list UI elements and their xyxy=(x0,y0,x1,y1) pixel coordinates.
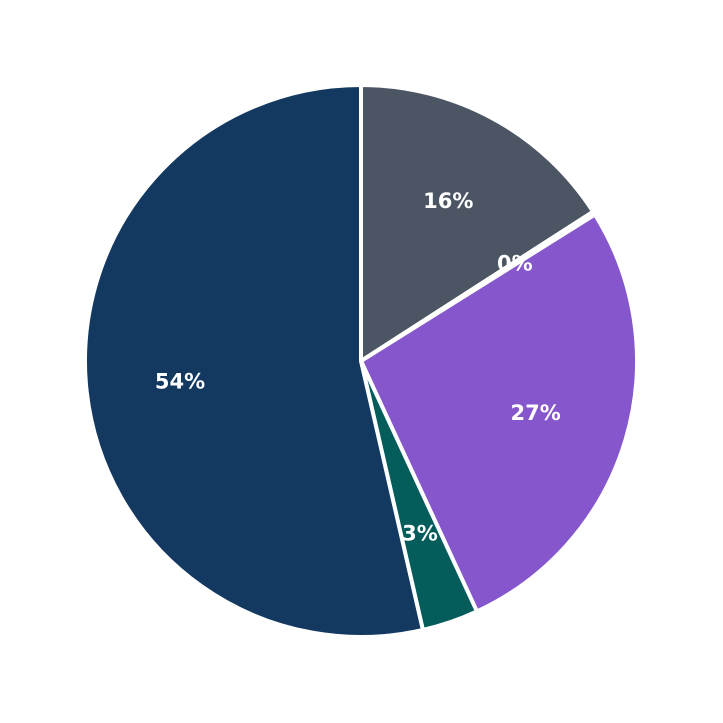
pie-slice-4 xyxy=(83,83,425,639)
slice-percent-label: 16% xyxy=(423,189,473,213)
slice-percent-label: 27% xyxy=(510,401,560,425)
slice-percent-label: 0% xyxy=(497,251,533,275)
pie-slices xyxy=(83,83,639,639)
pie-slice-2 xyxy=(359,212,639,614)
pie-slice-0 xyxy=(359,83,596,363)
pie-labels: 16% 0% 27% 3% 54% xyxy=(155,189,561,545)
slice-percent-label: 3% xyxy=(402,521,438,545)
slice-percent-label: 54% xyxy=(155,370,205,394)
